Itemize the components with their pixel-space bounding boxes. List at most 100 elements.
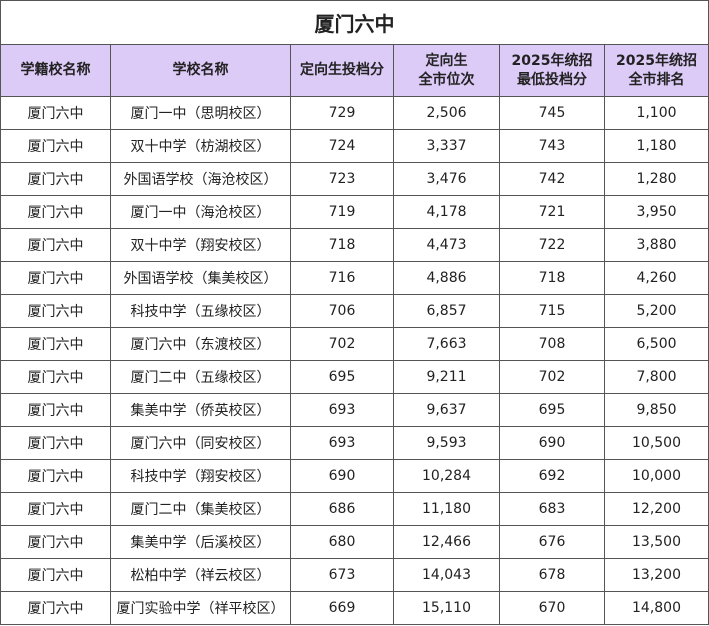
header-text: 全市排名 [628,71,685,88]
table-row: 厦门六中 科技中学（五缘校区） 706 6,857 715 5,200 [0,294,709,328]
table-cell: 厦门六中（同安校区） [110,426,291,460]
table-cell: 690 [499,426,605,460]
table-cell: 6,500 [604,327,709,361]
table-cell: 9,211 [393,360,500,394]
table-cell: 13,500 [604,525,709,559]
header-cell: 定向生 全市位次 [393,44,500,97]
table-cell: 15,110 [393,591,500,625]
table-cell: 14,043 [393,558,500,592]
table-cell: 3,476 [393,162,500,196]
header-text: 2025年统招 [511,52,593,69]
table-cell: 厦门六中 [0,261,111,295]
table-cell: 10,000 [604,459,709,493]
table-row: 厦门六中 外国语学校（集美校区） 716 4,886 718 4,260 [0,261,709,295]
table-cell: 716 [290,261,394,295]
header-row: 学籍校名称 学校名称 定向生投档分 定向生 全市位次 2025年统招 最低投档分 2025年统… [0,44,709,97]
table-cell: 3,950 [604,195,709,229]
table-cell: 厦门六中 [0,525,111,559]
table-cell: 厦门六中 [0,492,111,526]
table-cell: 686 [290,492,394,526]
table-cell: 1,280 [604,162,709,196]
table-cell: 厦门六中 [0,228,111,262]
table-cell: 11,180 [393,492,500,526]
table-row: 厦门六中 厦门实验中学（祥平校区） 669 15,110 670 14,800 [0,591,709,625]
table-cell: 743 [499,129,605,163]
table-cell: 厦门一中（海沧校区） [110,195,291,229]
table-row: 厦门六中 双十中学（翔安校区） 718 4,473 722 3,880 [0,228,709,262]
table-cell: 1,100 [604,96,709,130]
table-cell: 742 [499,162,605,196]
table-cell: 678 [499,558,605,592]
table-cell: 厦门六中 [0,129,111,163]
table-cell: 680 [290,525,394,559]
table-cell: 695 [290,360,394,394]
table-cell: 厦门六中 [0,558,111,592]
table-cell: 厦门六中（东渡校区） [110,327,291,361]
table-cell: 719 [290,195,394,229]
table-cell: 厦门六中 [0,426,111,460]
table-row: 厦门六中 厦门一中（思明校区） 729 2,506 745 1,100 [0,96,709,130]
table-cell: 718 [290,228,394,262]
header-text: 学校名称 [172,62,229,78]
header-cell: 2025年统招 全市排名 [604,44,709,97]
table-cell: 7,663 [393,327,500,361]
table-cell: 13,200 [604,558,709,592]
table-cell: 7,800 [604,360,709,394]
table-cell: 集美中学（侨英校区） [110,393,291,427]
table-row: 厦门六中 厦门六中（同安校区） 693 9,593 690 10,500 [0,426,709,460]
header-cell: 定向生投档分 [290,44,394,97]
table-cell: 4,178 [393,195,500,229]
table-cell: 2,506 [393,96,500,130]
table-cell: 集美中学（后溪校区） [110,525,291,559]
title-row: 厦门六中 [0,0,709,45]
table-cell: 厦门六中 [0,195,111,229]
header-text: 2025年统招 [616,52,697,69]
table-cell: 715 [499,294,605,328]
table-cell: 厦门六中 [0,96,111,130]
table-cell: 厦门实验中学（祥平校区） [110,591,291,625]
header-text: 最低投档分 [517,71,587,88]
table-cell: 厦门六中 [0,162,111,196]
table-cell: 4,886 [393,261,500,295]
table-cell: 9,850 [604,393,709,427]
header-text: 全市位次 [418,71,475,88]
table-cell: 科技中学（翔安校区） [110,459,291,493]
table-cell: 4,473 [393,228,500,262]
table-cell: 3,880 [604,228,709,262]
table-cell: 9,637 [393,393,500,427]
table-cell: 693 [290,426,394,460]
table-cell: 690 [290,459,394,493]
table-row: 厦门六中 厦门二中（五缘校区） 695 9,211 702 7,800 [0,360,709,394]
table-cell: 695 [499,393,605,427]
table-cell: 721 [499,195,605,229]
table-cell: 厦门六中 [0,393,111,427]
table-cell: 9,593 [393,426,500,460]
table-cell: 12,200 [604,492,709,526]
header-cell: 学校名称 [110,44,291,97]
table-row: 厦门六中 科技中学（翔安校区） 690 10,284 692 10,000 [0,459,709,493]
table-cell: 双十中学（枋湖校区） [110,129,291,163]
header-cell: 学籍校名称 [0,44,111,97]
table-cell: 10,500 [604,426,709,460]
table-cell: 702 [290,327,394,361]
table-cell: 3,337 [393,129,500,163]
table-cell: 厦门六中 [0,591,111,625]
table-cell: 673 [290,558,394,592]
table-cell: 厦门六中 [0,360,111,394]
table-cell: 6,857 [393,294,500,328]
table-cell: 10,284 [393,459,500,493]
header-cell: 2025年统招 最低投档分 [499,44,605,97]
table-cell: 669 [290,591,394,625]
table-cell: 693 [290,393,394,427]
header-text: 学籍校名称 [20,62,91,78]
table-cell: 729 [290,96,394,130]
table-cell: 722 [499,228,605,262]
table-cell: 14,800 [604,591,709,625]
table-cell: 706 [290,294,394,328]
table-row: 厦门六中 集美中学（侨英校区） 693 9,637 695 9,850 [0,393,709,427]
table-cell: 718 [499,261,605,295]
table-row: 厦门六中 厦门二中（集美校区） 686 11,180 683 12,200 [0,492,709,526]
table-cell: 683 [499,492,605,526]
table-cell: 厦门六中 [0,459,111,493]
